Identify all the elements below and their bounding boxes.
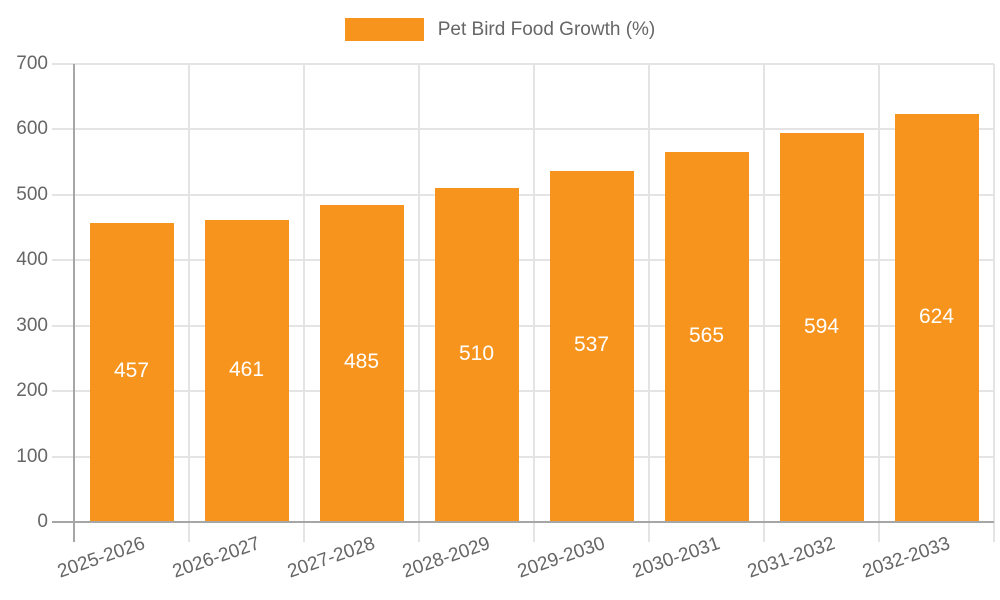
bar-value-label: 510: [458, 342, 495, 366]
bar-value-label: 624: [918, 304, 955, 328]
bar: 485: [319, 204, 404, 522]
y-gridline: [52, 259, 994, 262]
bar: 594: [779, 133, 864, 522]
y-gridline: [52, 324, 994, 327]
bar: 537: [549, 170, 634, 522]
x-gridline: [878, 64, 880, 542]
x-tick-label: 2031-2032: [744, 533, 838, 583]
chart-legend[interactable]: Pet Bird Food Growth (%): [0, 18, 1000, 41]
x-tick-label: 2032-2033: [859, 533, 953, 583]
bar-value-label: 457: [113, 359, 150, 383]
x-axis-line: [52, 521, 994, 523]
x-tick-label: 2025-2026: [54, 533, 148, 583]
x-gridline: [188, 64, 190, 542]
x-gridline: [993, 64, 995, 542]
x-tick-label: 2028-2029: [399, 533, 493, 583]
bar: 457: [89, 222, 174, 522]
bar-value-label: 594: [803, 314, 840, 338]
y-tick-label: 500: [16, 183, 48, 205]
y-tick-label: 600: [16, 118, 48, 140]
bar: 461: [204, 220, 289, 522]
legend-label[interactable]: Pet Bird Food Growth (%): [437, 18, 656, 40]
y-axis-line: [73, 64, 75, 542]
bar-value-label: 461: [228, 358, 265, 382]
y-tick-label: 0: [37, 511, 48, 532]
legend-swatch[interactable]: [344, 18, 424, 41]
x-gridline: [533, 64, 535, 542]
y-tick-label: 200: [16, 380, 48, 402]
bar: 624: [894, 113, 979, 522]
bar: 510: [434, 188, 519, 522]
y-gridline: [52, 63, 994, 65]
y-tick-label: 400: [16, 249, 48, 271]
bar-value-label: 537: [573, 333, 610, 357]
x-tick-label: 2029-2030: [514, 533, 608, 583]
x-gridline: [648, 64, 650, 542]
x-tick-label: 2030-2031: [629, 533, 723, 583]
bar-value-label: 485: [343, 350, 380, 374]
bar: 565: [664, 152, 749, 522]
y-gridline: [52, 128, 994, 131]
bar-value-label: 565: [688, 324, 725, 348]
x-tick-label: 2027-2028: [284, 533, 378, 583]
y-gridline: [52, 390, 994, 393]
y-tick-label: 100: [16, 445, 48, 467]
x-gridline: [763, 64, 765, 542]
y-tick-label: 700: [16, 53, 48, 74]
x-gridline: [418, 64, 420, 542]
y-gridline: [52, 455, 994, 458]
y-tick-label: 300: [16, 314, 48, 336]
x-gridline: [303, 64, 305, 542]
y-gridline: [52, 193, 994, 196]
x-tick-label: 2026-2027: [169, 533, 263, 583]
